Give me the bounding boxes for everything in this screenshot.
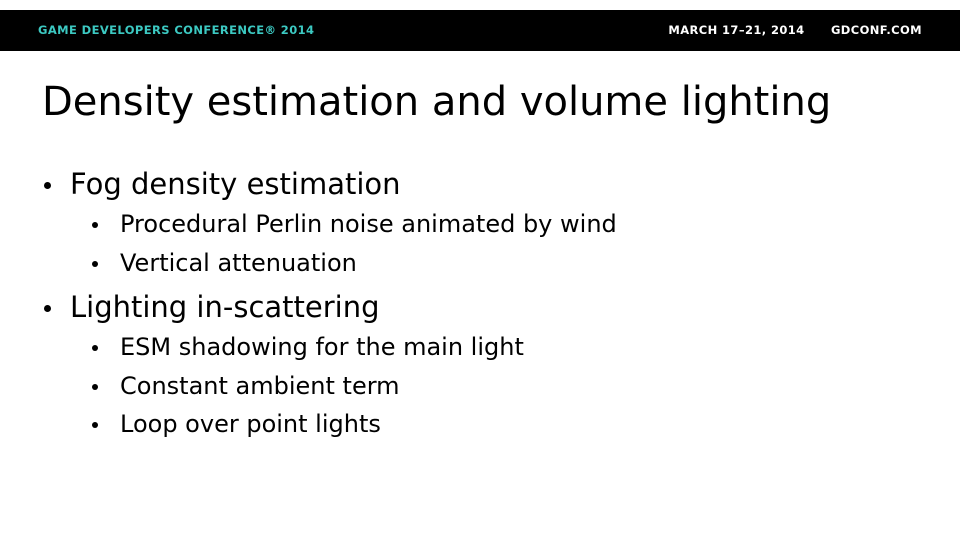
bullet-text: Lighting in-scattering: [70, 290, 380, 324]
bullet-dot-icon: [44, 182, 51, 189]
bullet-dot-icon: [92, 384, 98, 390]
bullet-dot-icon: [92, 422, 98, 428]
bullet-item: Fog density estimation: [44, 167, 401, 201]
bullet-item: Lighting in-scattering: [44, 290, 380, 324]
sub-bullet-text: ESM shadowing for the main light: [120, 333, 524, 361]
sub-bullet-item: Vertical attenuation: [92, 248, 357, 278]
sub-bullet-item: Loop over point lights: [92, 409, 381, 439]
sub-bullet-item: Procedural Perlin noise animated by wind: [92, 209, 617, 239]
bullet-dot-icon: [92, 261, 98, 267]
conference-header-bar: GAME DEVELOPERS CONFERENCE® 2014 MARCH 1…: [0, 10, 960, 51]
bullet-dot-icon: [92, 222, 98, 228]
sub-bullet-text: Loop over point lights: [120, 410, 381, 438]
conference-meta: MARCH 17–21, 2014 GDCONF.COM: [668, 10, 922, 51]
sub-bullet-text: Procedural Perlin noise animated by wind: [120, 210, 617, 238]
sub-bullet-item: ESM shadowing for the main light: [92, 332, 524, 362]
sub-bullet-text: Vertical attenuation: [120, 249, 357, 277]
conference-website: GDCONF.COM: [830, 23, 922, 37]
sub-bullet-item: Constant ambient term: [92, 371, 400, 401]
slide-title: Density estimation and volume lighting: [42, 79, 832, 125]
conference-name: GAME DEVELOPERS CONFERENCE® 2014: [38, 23, 315, 37]
bullet-text: Fog density estimation: [70, 167, 401, 201]
bullet-dot-icon: [44, 305, 51, 312]
sub-bullet-text: Constant ambient term: [120, 372, 400, 400]
conference-dates: MARCH 17–21, 2014: [668, 23, 805, 37]
bullet-dot-icon: [92, 345, 98, 351]
